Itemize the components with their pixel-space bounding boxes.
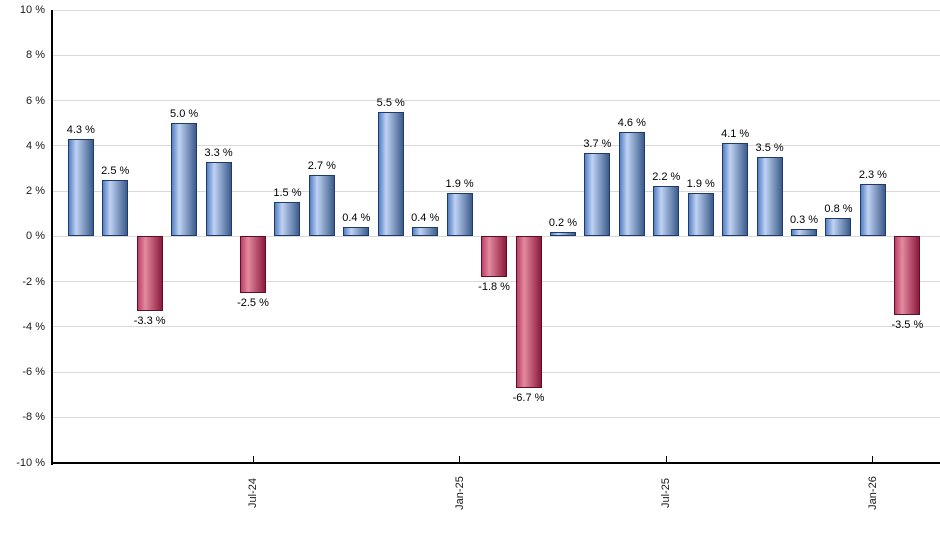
x-tick-label-Jul-24: Jul-24 [247,478,259,508]
y-axis-label: 0 % [26,230,45,243]
bar-value-label: -2.5 % [237,296,269,309]
bar-value-label: 2.7 % [307,160,336,173]
bar-value-label: 0.3 % [789,214,819,227]
bar-value-label: 2.5 % [101,164,130,177]
gridline [52,416,940,418]
y-axis-label: -4 % [22,320,45,333]
bar-value-label: -1.8 % [478,280,510,293]
bar-Feb-26 [894,236,921,316]
x-tick-mark [665,455,667,462]
bar-Aug-24 [274,202,301,237]
y-axis-label: 10 % [19,4,45,16]
bar-value-label: 4.6 % [617,117,646,130]
bar-value-label: 0.2 % [548,216,578,229]
y-axis-label: -10 % [16,456,45,469]
x-tick-label-Jan-26: Jan-26 [866,476,879,510]
y-axis-label: -6 % [22,366,45,378]
bar-Nov-25 [791,229,818,237]
bar-Dec-25 [825,218,852,237]
gridline [52,9,940,11]
y-axis-label: 6 % [26,94,45,107]
bar-value-label: 0.4 % [342,212,371,225]
bar-May-25 [584,152,611,237]
bar-Feb-25 [481,236,508,277]
y-axis-label: -8 % [22,411,45,424]
bar-Nov-24 [377,111,404,237]
bar-value-label: 1.9 % [686,178,715,191]
bar-value-label: 5.5 % [376,96,405,109]
bar-value-label: 0.8 % [824,203,853,216]
bar-Jun-25 [618,132,645,237]
y-axis-label: 8 % [26,49,45,62]
bar-Dec-24 [412,227,439,237]
bar-value-label: 1.5 % [273,187,302,200]
y-axis-label: 4 % [26,139,45,152]
bar-value-label: 2.2 % [652,171,681,184]
x-tick-mark [872,455,874,462]
bar-Sep-24 [308,175,335,237]
gridline [52,145,940,147]
bar-Mar-25 [515,236,542,388]
bar-Jun-24 [205,161,232,237]
gridline [52,371,940,373]
bar-May-24 [171,123,198,237]
bar-value-label: 3.5 % [755,142,784,155]
gridline [52,100,940,101]
bar-value-label: 4.3 % [66,123,95,136]
bar-value-label: 3.3 % [204,146,233,159]
bar-value-label: 3.7 % [583,137,612,150]
y-axis-label: 2 % [26,185,45,197]
x-tick-label-Jul-25: Jul-25 [660,478,673,508]
y-axis-line [50,10,53,465]
x-tick-mark [252,455,254,462]
x-axis-line [50,461,940,464]
bar-value-label: 1.9 % [445,178,474,191]
bar-value-label: -6.7 % [512,391,545,404]
bar-Jul-24 [240,236,266,293]
bar-Oct-24 [343,227,370,237]
bar-value-label: 0.4 % [411,212,440,225]
gridline [52,190,940,192]
bar-value-label: 2.3 % [858,169,887,182]
bar-Mar-24 [102,179,129,237]
bar-Apr-25 [549,231,576,237]
bar-value-label: -3.3 % [133,314,166,327]
bar-value-label: 4.1 % [721,128,750,141]
gridline [52,326,940,328]
bar-Sep-25 [722,143,749,237]
bar-Jul-25 [653,186,680,237]
x-tick-label-Jan-25: Jan-25 [453,476,466,510]
gridline [52,54,940,56]
bar-Jan-25 [446,193,473,237]
bar-Jan-26 [859,184,886,237]
bar-Feb-24 [67,138,94,237]
bar-value-label: -3.5 % [891,319,924,332]
bar-Aug-25 [687,193,714,237]
bar-Apr-24 [136,236,163,311]
bar-value-label: 5.0 % [170,108,199,121]
bar-Oct-25 [756,157,783,237]
y-axis-label: -2 % [22,275,45,288]
x-tick-mark [459,455,461,462]
gridline [52,281,940,282]
